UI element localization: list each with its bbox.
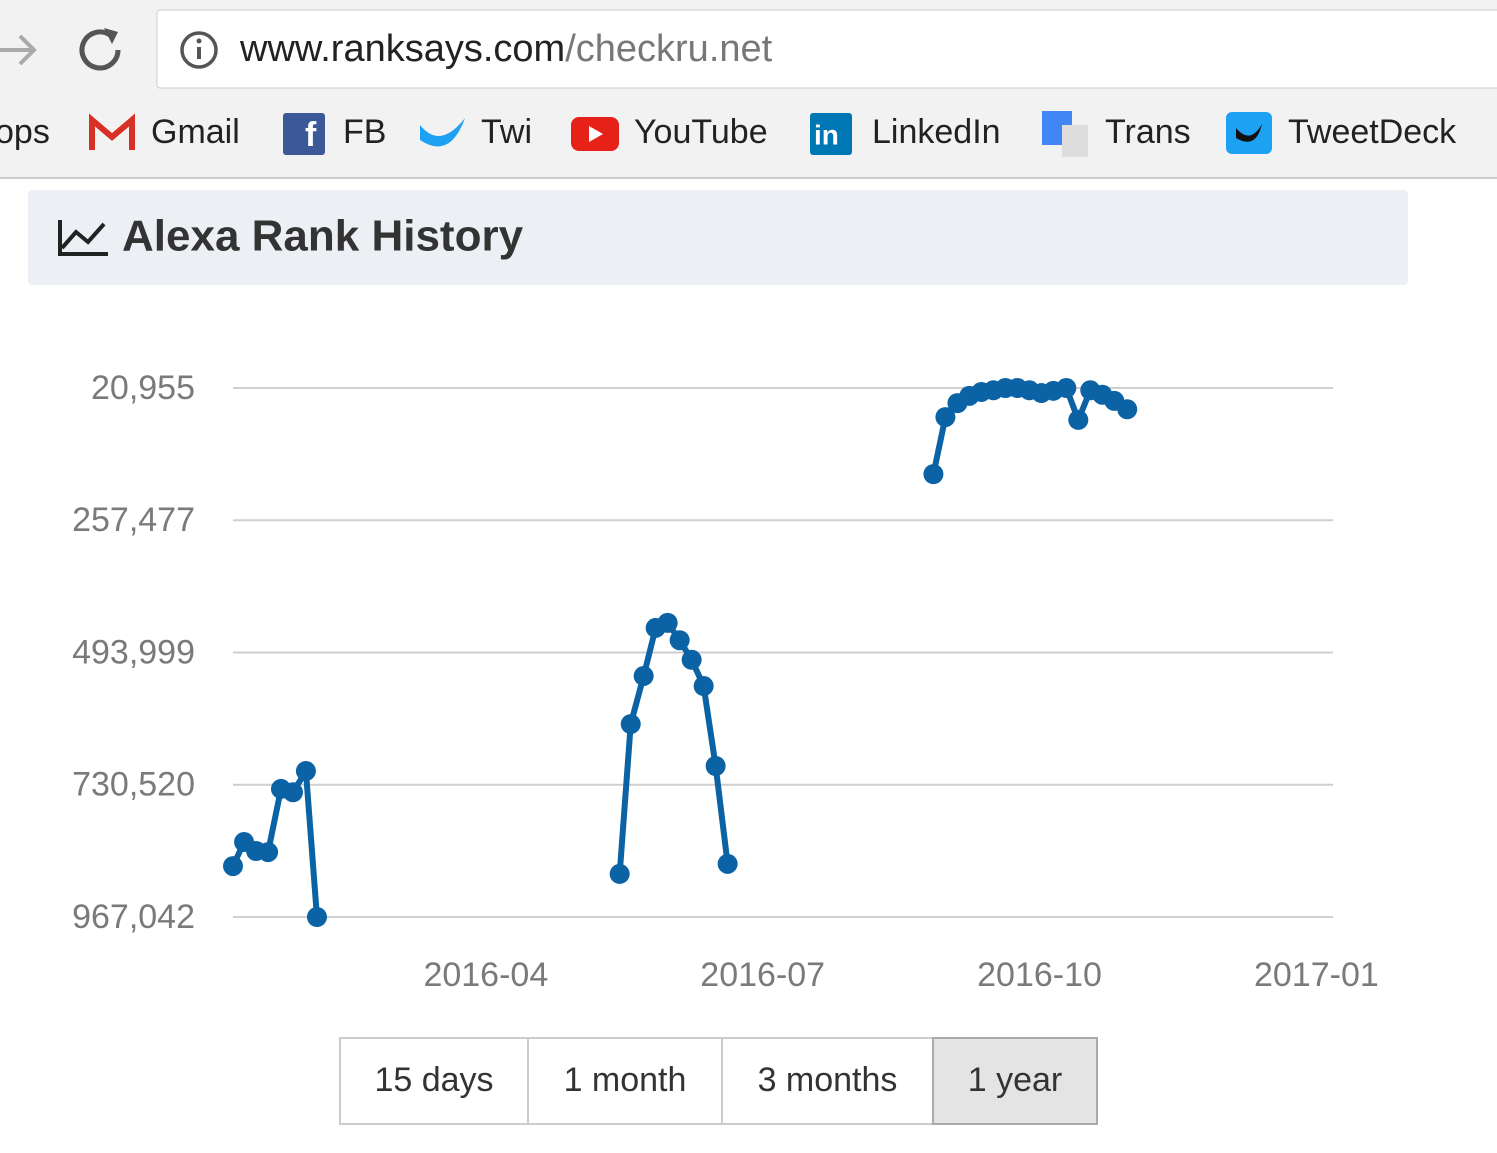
range-button[interactable] bbox=[721, 1037, 934, 1125]
range-button-label[interactable]: 3 months bbox=[758, 1061, 898, 1099]
range-button[interactable] bbox=[932, 1037, 1098, 1125]
forward-button[interactable] bbox=[0, 34, 37, 66]
chart-icon bbox=[58, 220, 108, 256]
data-point[interactable] bbox=[282, 782, 303, 803]
bookmark[interactable]: YouTube bbox=[634, 113, 768, 151]
y-tick-label: 730,520 bbox=[72, 766, 195, 804]
range-button-label[interactable]: 1 month bbox=[564, 1061, 687, 1099]
bookmark[interactable]: Gmail bbox=[151, 113, 240, 151]
bookmark[interactable]: ops bbox=[0, 113, 50, 151]
bookmark[interactable]: TweetDeck bbox=[1288, 113, 1457, 151]
data-point[interactable] bbox=[1068, 409, 1089, 430]
panel-header bbox=[28, 190, 1408, 285]
data-point[interactable] bbox=[923, 464, 944, 485]
range-button-label[interactable]: 15 days bbox=[374, 1061, 493, 1099]
y-tick-label: 257,477 bbox=[72, 501, 195, 539]
x-tick-label: 2016-07 bbox=[700, 956, 825, 994]
data-point[interactable] bbox=[295, 761, 316, 782]
svg-text:in: in bbox=[814, 119, 839, 150]
bookmark[interactable]: FB bbox=[343, 113, 386, 151]
data-point[interactable] bbox=[657, 612, 678, 633]
bookmark[interactable]: Twi bbox=[481, 113, 532, 151]
data-point[interactable] bbox=[693, 676, 714, 697]
url: www.ranksays.com/checkru.net bbox=[239, 28, 773, 70]
data-point[interactable] bbox=[681, 649, 702, 670]
data-point[interactable] bbox=[669, 630, 690, 651]
data-point[interactable] bbox=[1117, 399, 1138, 420]
url-path: /checkru.net bbox=[565, 28, 772, 70]
reload-button[interactable] bbox=[79, 28, 121, 71]
data-point[interactable] bbox=[306, 907, 327, 927]
bookmark[interactable]: Trans bbox=[1105, 113, 1191, 151]
y-tick-label: 20,955 bbox=[91, 369, 195, 407]
svg-text:f: f bbox=[305, 116, 317, 154]
range-button-label[interactable]: 1 year bbox=[968, 1061, 1063, 1099]
data-point[interactable] bbox=[258, 842, 279, 863]
data-point[interactable] bbox=[620, 714, 641, 735]
data-point[interactable] bbox=[609, 863, 630, 884]
data-point[interactable] bbox=[633, 665, 654, 686]
data-point[interactable] bbox=[717, 853, 738, 874]
panel-title: Alexa Rank History bbox=[122, 212, 524, 261]
y-tick-label: 493,999 bbox=[72, 633, 195, 671]
info-icon bbox=[180, 31, 218, 69]
address-bar[interactable] bbox=[156, 9, 1497, 89]
x-tick-label: 2017-01 bbox=[1254, 956, 1379, 994]
bookmark[interactable]: LinkedIn bbox=[872, 113, 1001, 151]
x-tick-label: 2016-10 bbox=[977, 956, 1102, 994]
url-host: www.ranksays.com bbox=[239, 28, 565, 70]
y-tick-label: 967,042 bbox=[72, 898, 195, 936]
range-button[interactable] bbox=[527, 1037, 723, 1125]
data-point[interactable] bbox=[705, 756, 726, 777]
data-point[interactable] bbox=[223, 856, 243, 877]
data-point[interactable] bbox=[935, 407, 956, 428]
x-tick-label: 2016-04 bbox=[423, 956, 548, 994]
data-point[interactable] bbox=[1056, 378, 1077, 399]
